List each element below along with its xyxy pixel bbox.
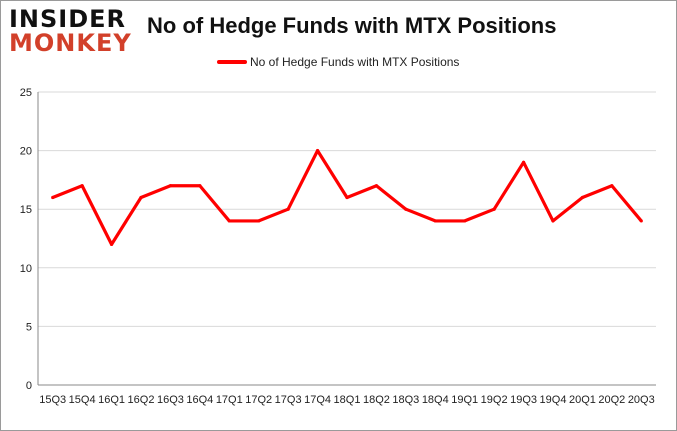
x-tick-label: 19Q4 — [540, 394, 567, 406]
x-tick-label: 17Q1 — [216, 394, 243, 406]
x-tick-label: 20Q1 — [569, 394, 596, 406]
data-point — [286, 207, 290, 211]
data-point — [521, 160, 526, 164]
x-tick-label: 15Q3 — [39, 394, 66, 406]
y-tick-label: 0 — [26, 380, 32, 392]
logo-line1: INSIDER — [9, 5, 127, 33]
data-point — [139, 195, 143, 200]
data-point — [610, 184, 614, 188]
legend: No of Hedge Funds with MTX Positions — [217, 55, 459, 69]
x-tick-label: 16Q2 — [128, 394, 155, 406]
data-point — [639, 219, 643, 223]
data-point — [51, 195, 55, 200]
data-point — [492, 207, 496, 211]
x-tick-label: 15Q4 — [69, 394, 96, 406]
x-tick-label: 20Q2 — [598, 394, 625, 406]
y-tick-label: 20 — [20, 146, 32, 158]
chart-title: No of Hedge Funds with MTX Positions — [147, 13, 557, 38]
data-point — [463, 219, 467, 223]
insider-monkey-logo: INSIDER MONKEY — [9, 7, 132, 55]
data-point — [433, 219, 437, 223]
y-tick-label: 10 — [20, 263, 32, 275]
x-tick-label: 19Q1 — [451, 394, 478, 406]
y-tick-label: 15 — [20, 204, 32, 216]
logo-line2: MONKEY — [9, 29, 132, 57]
x-tick-label: 17Q4 — [304, 394, 331, 406]
x-tick-label: 19Q3 — [510, 394, 537, 406]
x-tick-label: 20Q3 — [628, 394, 655, 406]
x-tick-label: 19Q2 — [481, 394, 508, 406]
data-point — [227, 219, 231, 223]
x-tick-label: 16Q1 — [98, 394, 125, 406]
data-point — [345, 195, 349, 200]
x-tick-label: 18Q3 — [392, 394, 419, 406]
data-point — [315, 149, 320, 153]
data-point — [580, 195, 585, 200]
x-tick-label: 17Q3 — [275, 394, 302, 406]
data-point — [198, 184, 202, 188]
x-tick-label: 18Q2 — [363, 394, 390, 406]
data-point — [257, 219, 261, 223]
data-point — [109, 242, 114, 246]
data-point — [80, 184, 84, 188]
data-point — [374, 184, 379, 188]
x-tick-label: 17Q2 — [245, 394, 272, 406]
data-point — [551, 219, 555, 223]
x-tick-label: 16Q3 — [157, 394, 184, 406]
legend-label: No of Hedge Funds with MTX Positions — [250, 55, 460, 69]
data-point — [404, 207, 408, 211]
x-tick-label: 18Q4 — [422, 394, 449, 406]
x-tick-label: 18Q1 — [334, 394, 361, 406]
data-point — [168, 184, 173, 188]
y-tick-label: 5 — [26, 321, 32, 333]
legend-swatch — [217, 60, 247, 64]
x-tick-label: 16Q4 — [186, 394, 213, 406]
y-tick-label: 25 — [20, 87, 32, 99]
